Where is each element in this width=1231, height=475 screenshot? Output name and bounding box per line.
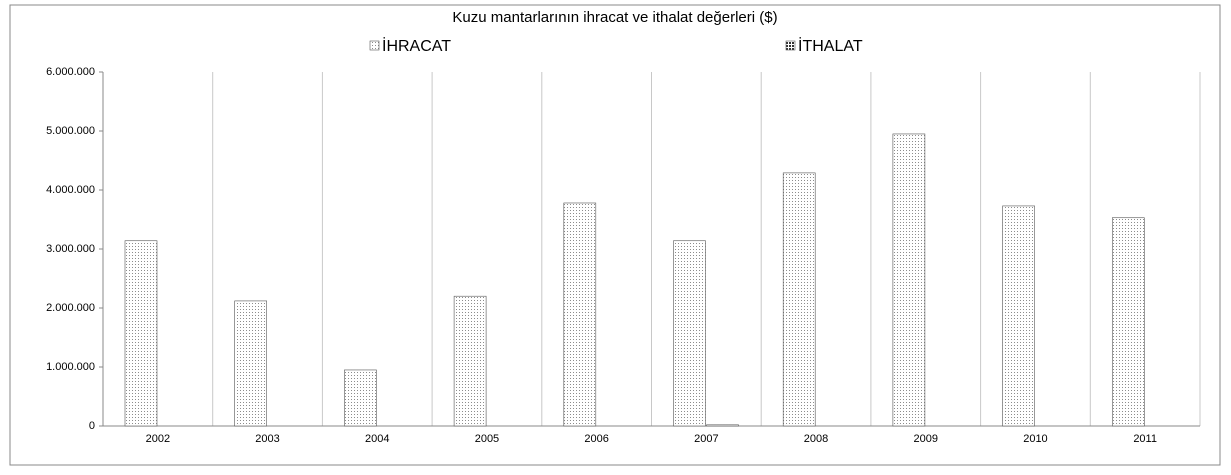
y-tick-label: 4.000.000 <box>46 184 95 196</box>
bar <box>234 300 267 427</box>
chart-title: Kuzu mantarlarının ihracat ve ithalat de… <box>452 9 777 26</box>
chart-border <box>9 4 1221 466</box>
x-tick-label: 2008 <box>804 433 828 445</box>
bar <box>782 172 816 427</box>
bar <box>892 133 926 427</box>
bar <box>124 240 158 427</box>
x-tick-label: 2007 <box>694 433 718 445</box>
y-tick-label: 5.000.000 <box>46 125 95 137</box>
y-tick-label: 6.000.000 <box>46 66 95 78</box>
y-tick-label: 0 <box>89 420 95 432</box>
x-tick-label: 2006 <box>584 433 608 445</box>
bar <box>1112 217 1145 427</box>
bar <box>344 369 377 427</box>
bar <box>453 295 487 427</box>
x-tick-label: 2002 <box>146 433 170 445</box>
y-tick-label: 3.000.000 <box>46 243 95 255</box>
bar <box>563 202 597 427</box>
legend-swatch <box>785 40 796 51</box>
x-tick-label: 2005 <box>475 433 499 445</box>
x-tick-label: 2004 <box>365 433 389 445</box>
x-tick-label: 2010 <box>1023 433 1047 445</box>
y-tick-label: 1.000.000 <box>46 361 95 373</box>
y-tick-label: 2.000.000 <box>46 302 95 314</box>
legend-label: İHRACAT <box>382 36 451 55</box>
x-tick-label: 2011 <box>1133 433 1157 445</box>
bar <box>673 240 706 427</box>
x-tick-label: 2009 <box>914 433 938 445</box>
legend-label: İTHALAT <box>798 36 863 55</box>
bar <box>1002 205 1035 427</box>
legend-swatch <box>369 40 380 51</box>
x-tick-label: 2003 <box>255 433 279 445</box>
bar <box>706 424 739 427</box>
